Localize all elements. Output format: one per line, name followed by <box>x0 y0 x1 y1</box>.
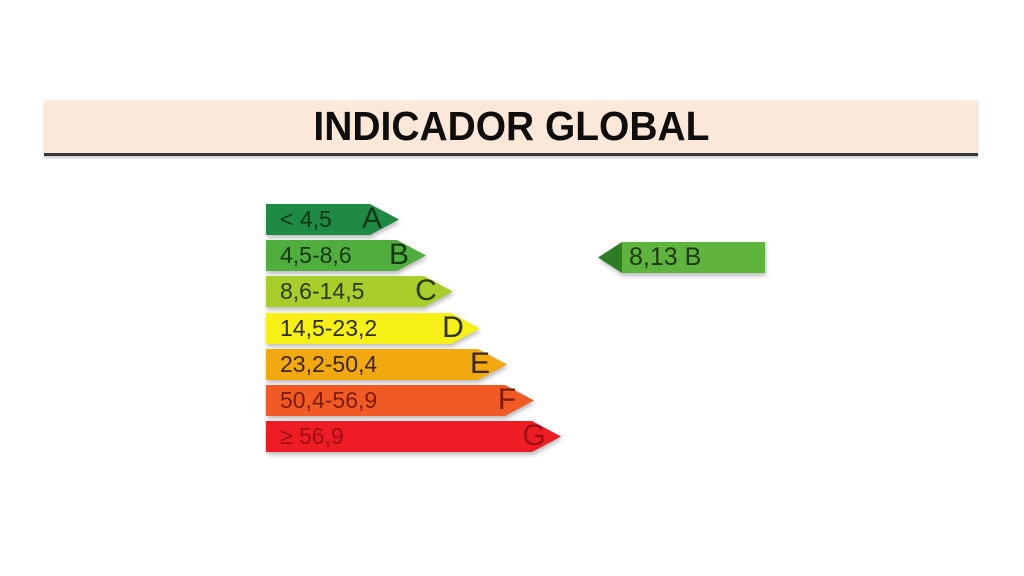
band-shadow <box>266 313 480 344</box>
band-arrow-shape <box>266 349 507 380</box>
band-shadow <box>266 385 534 416</box>
band-arrow-shape <box>266 385 534 416</box>
pointer-body <box>622 242 765 273</box>
energy-band-e: 23,2-50,4 E <box>266 347 507 380</box>
title-bar: INDICADOR GLOBAL <box>44 100 978 156</box>
band-range-label: 14,5-23,2 <box>280 315 378 341</box>
band-range-label: 23,2-50,4 <box>280 351 378 377</box>
left-arrow-tip-icon <box>598 242 622 273</box>
energy-band-f: 50,4-56,9 F <box>266 383 534 416</box>
page-title: INDICADOR GLOBAL <box>313 103 709 149</box>
energy-band-d: 14,5-23,2 D <box>266 311 480 344</box>
band-range-label: ≥ 56,9 <box>280 423 344 449</box>
band-grade-letter: D <box>442 311 464 344</box>
band-grade-letter: F <box>497 383 517 416</box>
current-rating-pointer: 8,13 B <box>598 242 765 273</box>
band-shadow <box>266 276 453 307</box>
band-range-label: 8,6-14,5 <box>280 278 365 304</box>
current-rating-value: 8,13 B <box>629 243 702 271</box>
band-arrow-shape <box>266 240 426 271</box>
band-shadow <box>266 421 561 452</box>
energy-band-b: 4,5-8,6 B <box>266 238 426 271</box>
band-range-label: < 4,5 <box>280 206 332 232</box>
band-arrow-shape <box>266 276 453 307</box>
band-arrow-shape <box>266 421 561 452</box>
band-shadow <box>266 204 399 235</box>
band-grade-letter: A <box>361 202 383 235</box>
band-grade-letter: E <box>469 347 491 380</box>
band-arrow-shape <box>266 313 480 344</box>
band-arrow-shape <box>266 204 399 235</box>
band-range-label: 50,4-56,9 <box>280 387 378 413</box>
energy-band-g: ≥ 56,9 G <box>266 419 561 452</box>
band-shadow <box>266 349 507 380</box>
band-grade-letter: C <box>415 274 437 307</box>
band-range-label: 4,5-8,6 <box>280 242 352 268</box>
band-grade-letter: G <box>522 419 546 452</box>
energy-band-c: 8,6-14,5 C <box>266 274 453 307</box>
energy-band-a: < 4,5 A <box>266 202 399 235</box>
pointer-shadow <box>598 242 765 273</box>
band-shadow <box>266 240 426 271</box>
band-grade-letter: B <box>388 238 410 271</box>
